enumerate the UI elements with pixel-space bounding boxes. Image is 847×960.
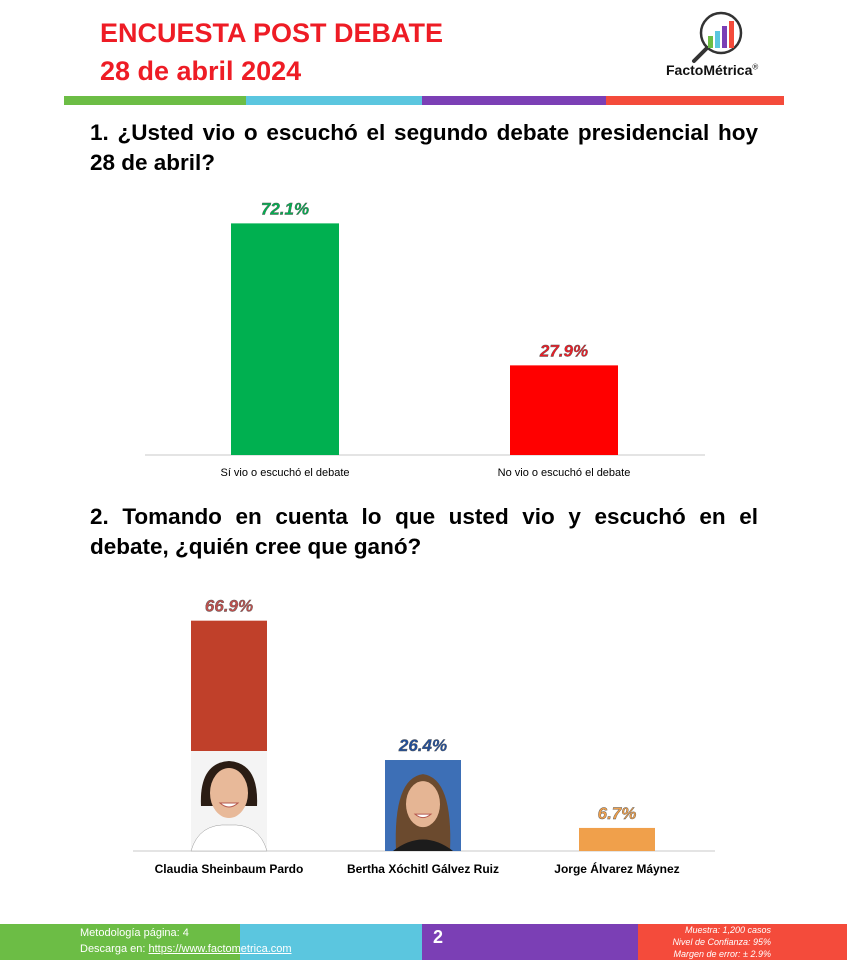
bar-no-vio-o-escucho-el-debate	[510, 365, 618, 455]
footer-info: Metodología página: 4 Descarga en: https…	[80, 925, 292, 957]
value-label-bertha-xochitl-galvez-ruiz: 26.4%	[398, 736, 447, 755]
category-label-jorge-alvarez-maynez: Jorge Álvarez Máynez	[554, 861, 679, 876]
download-link[interactable]: https://www.factometrica.com	[148, 943, 292, 955]
factometrica-logo: FactoMétrica®	[663, 10, 778, 82]
header-stripe-purple	[422, 96, 606, 105]
debate-winner-chart: 66.9% Claudia Sheinbaum Pardo 26.4% Bertha …	[133, 596, 715, 876]
header-stripe-cyan	[246, 96, 422, 105]
bar-jorge-alvarez-maynez	[579, 827, 655, 851]
bar-si-vio-o-escucho-el-debate	[231, 223, 339, 455]
debate-viewership-chart: 72.1% Sí vio o escuchó el debate 27.9% No v…	[145, 199, 705, 479]
page-date: 28 de abril 2024	[100, 56, 302, 86]
survey-details: Muestra: 1,200 casos Nivel de Confianza:…	[672, 924, 771, 960]
footer-bar-green	[0, 924, 240, 960]
value-label-claudia-sheinbaum-pardo: 66.9%	[205, 597, 253, 616]
header-stripe-green	[64, 96, 246, 105]
page-number: 2	[432, 927, 443, 947]
claudia-sheinbaum-photo	[190, 751, 268, 852]
footer-bar-red	[638, 924, 847, 960]
footer-bar-purple	[422, 924, 638, 960]
category-label-bertha-xochitl-galvez-ruiz: Bertha Xóchitl Gálvez Ruiz	[347, 862, 499, 876]
xochitl-galvez-photo	[385, 760, 461, 851]
category-label-si-vio-o-escucho-el-debate: Sí vio o escuchó el debate	[220, 467, 349, 479]
margin-of-error: Margen de error: ± 2.9%	[673, 949, 771, 959]
magnifier-chart-icon	[692, 11, 743, 63]
download-line: Descarga en: https://www.factometrica.co…	[80, 941, 292, 957]
question-1: 1. ¿Usted vio o escuchó el segundo debat…	[90, 120, 758, 175]
question-2: 2. Tomando en cuenta lo que usted vio y …	[90, 504, 758, 559]
confidence-level: Nivel de Confianza: 95%	[672, 937, 771, 947]
footer-bar-cyan	[240, 924, 422, 960]
value-label-si-vio-o-escucho-el-debate: 72.1%	[261, 199, 309, 218]
registered-mark: ®	[752, 62, 759, 72]
sample-size: Muestra: 1,200 casos	[684, 925, 771, 935]
methodology-note: Metodología página: 4	[80, 927, 189, 939]
value-label-no-vio-o-escucho-el-debate: 27.9%	[539, 341, 588, 360]
value-label-jorge-alvarez-maynez: 6.7%	[598, 804, 637, 823]
category-label-no-vio-o-escucho-el-debate: No vio o escuchó el debate	[498, 467, 631, 479]
brand-name: FactoMétrica	[666, 62, 753, 78]
category-label-claudia-sheinbaum-pardo: Claudia Sheinbaum Pardo	[155, 862, 304, 876]
header-stripe-red	[606, 96, 784, 105]
page-title: ENCUESTA POST DEBATE	[100, 18, 444, 48]
download-prefix: Descarga en:	[80, 943, 149, 955]
